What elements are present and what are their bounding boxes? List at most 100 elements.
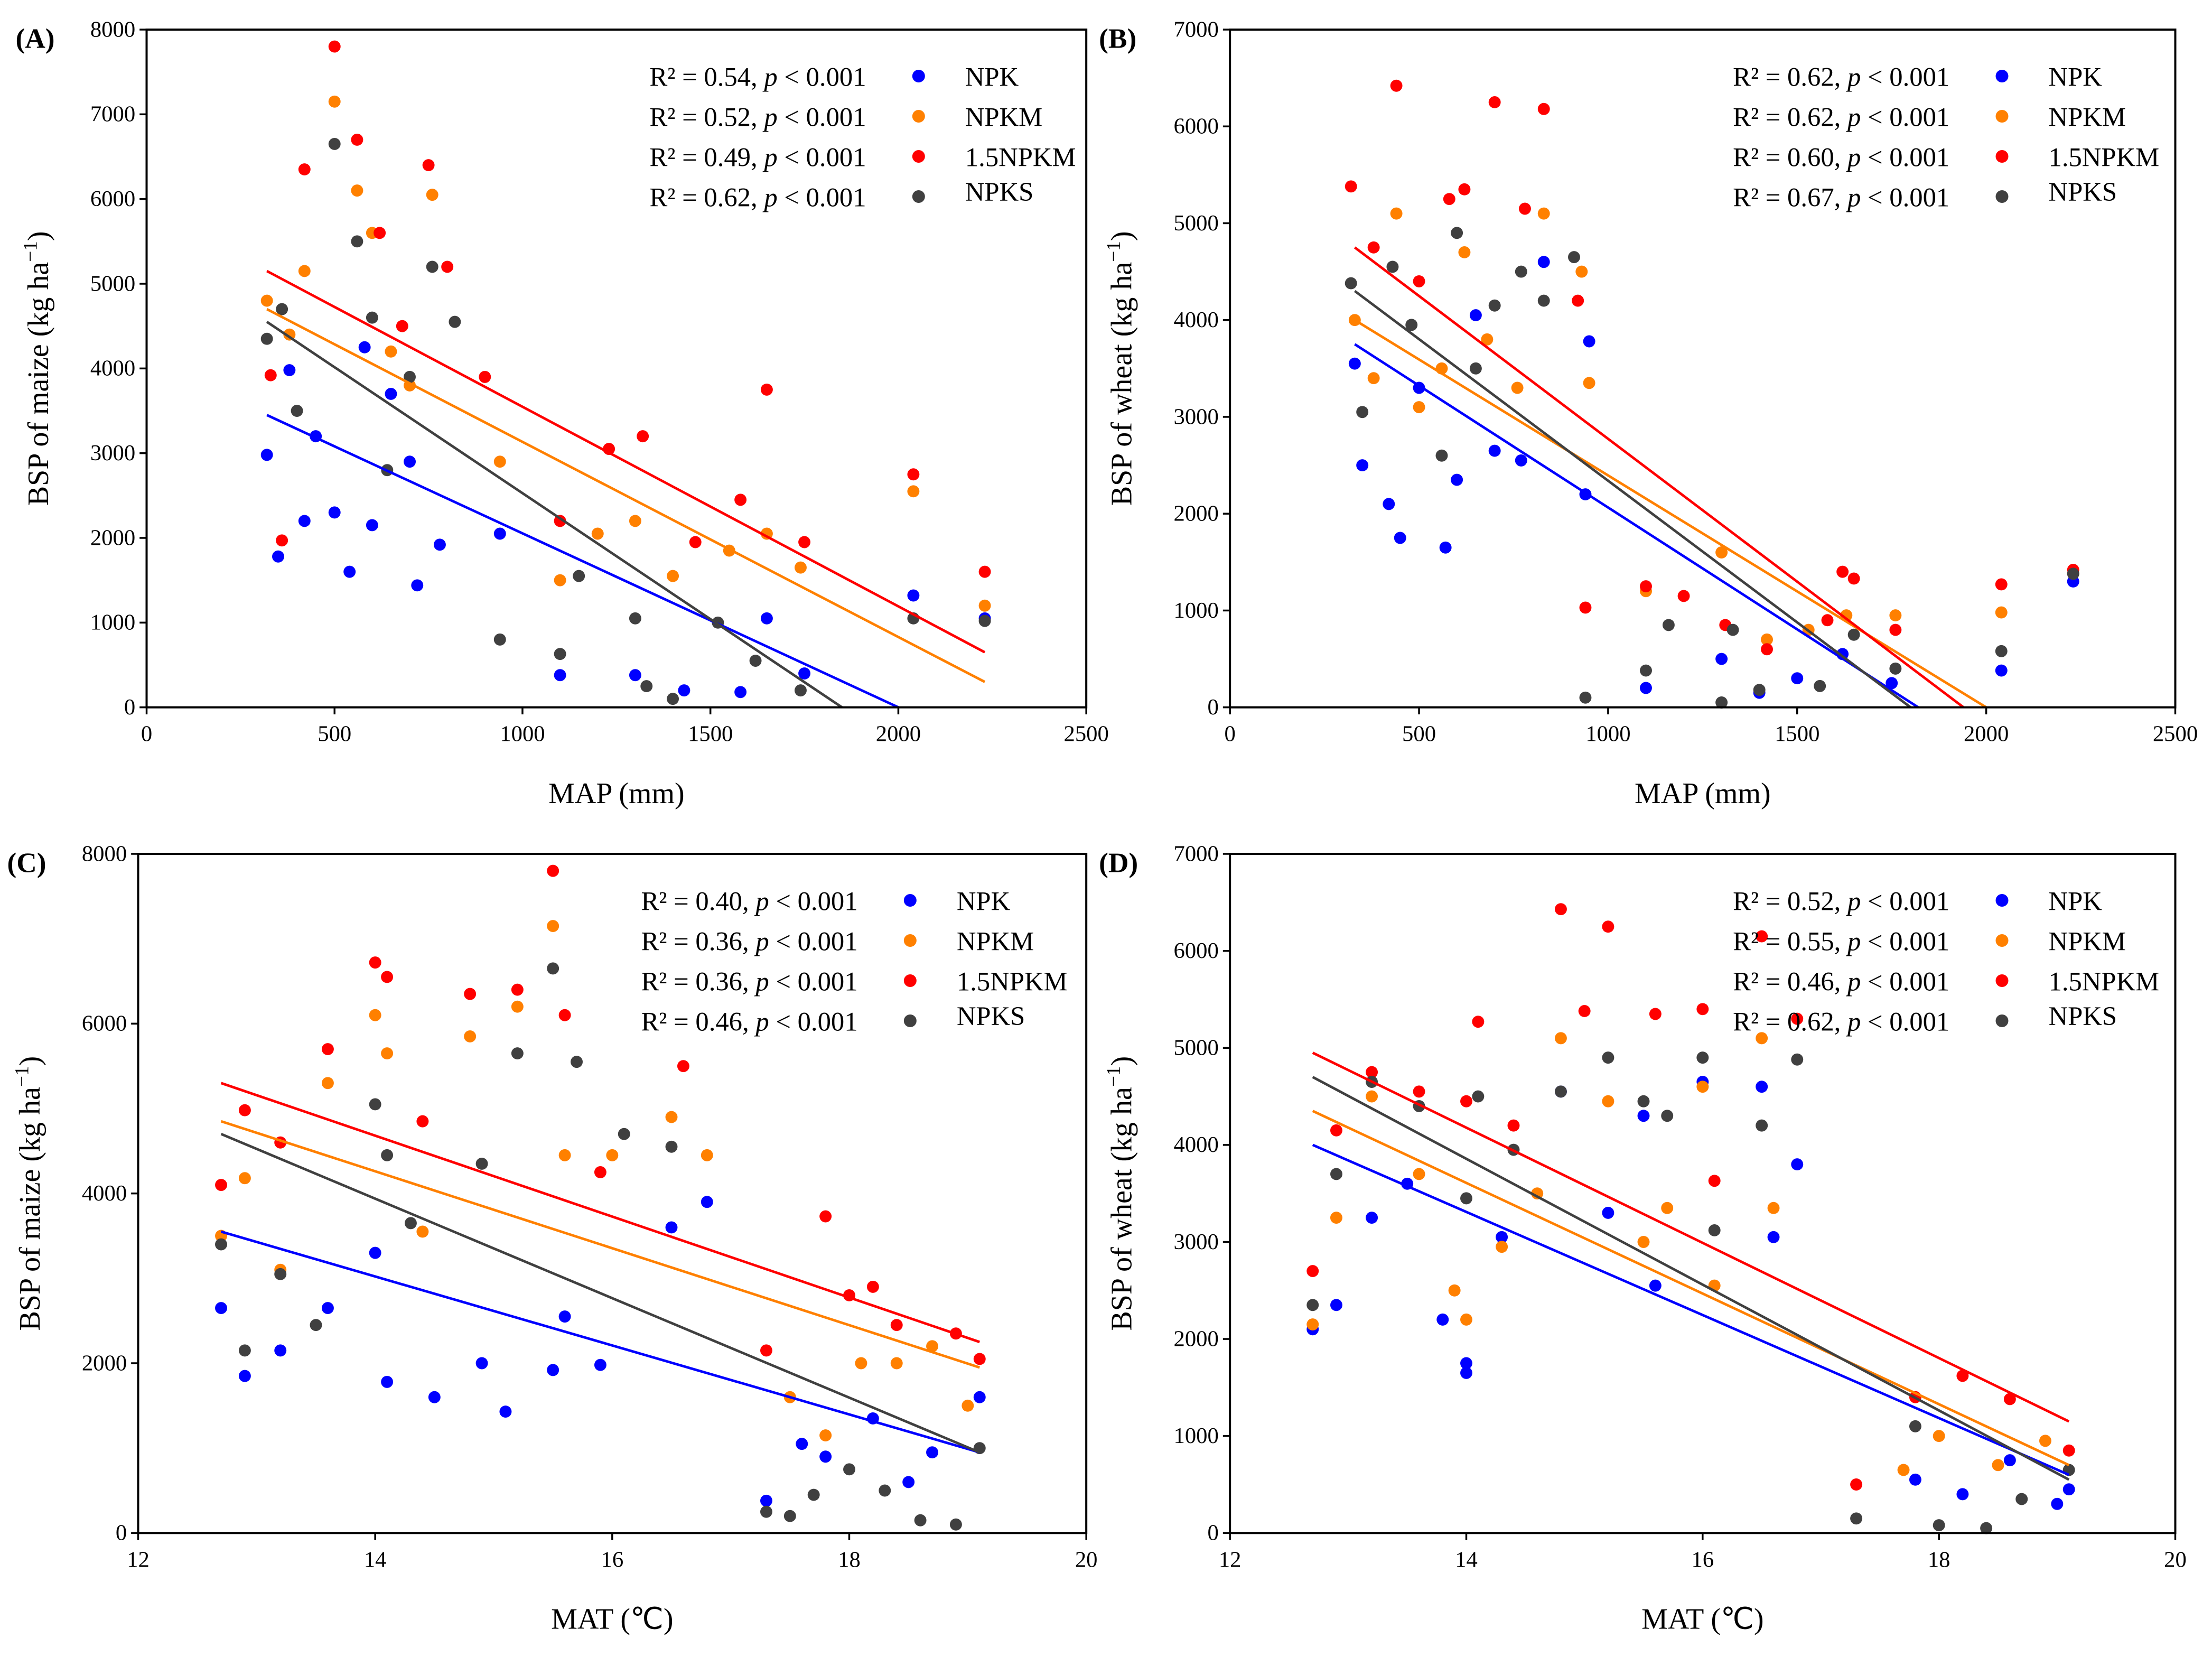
data-point-npk: [760, 612, 773, 625]
y-label-end: ): [22, 231, 55, 241]
p-symbol: p: [1846, 967, 1861, 997]
data-point-npkm: [1460, 1313, 1472, 1326]
panel-label: (B): [1099, 23, 1136, 54]
data-point-npks: [1460, 1192, 1472, 1205]
data-point-1.5npkm: [1761, 643, 1773, 656]
x-tick-label: 14: [1455, 1547, 1478, 1572]
data-point-npkm: [1367, 372, 1380, 385]
data-point-npk: [1460, 1357, 1472, 1370]
x-tick-label: 2000: [1964, 722, 2009, 747]
r2-text: R² = 0.62,: [1733, 1007, 1847, 1037]
legend-marker: [1995, 894, 2009, 907]
data-point-npks: [1715, 696, 1728, 709]
x-tick-label: 16: [1692, 1547, 1714, 1572]
x-tick-label: 1000: [500, 722, 545, 747]
p-symbol: p: [1846, 103, 1861, 132]
data-point-npks: [1451, 227, 1463, 239]
data-point-npk: [283, 364, 296, 377]
data-point-npks: [1515, 265, 1527, 278]
x-axis-label: MAP (mm): [548, 777, 685, 810]
legend-label: NPKM: [2049, 927, 2126, 956]
data-point-npk: [1436, 1313, 1449, 1326]
fit-line-npkm: [1312, 1110, 2070, 1466]
p-symbol: p: [1846, 183, 1861, 212]
r2-annotation: R² = 0.62, p < 0.001: [1733, 103, 1949, 132]
data-point-npkm: [665, 1111, 678, 1123]
y-tick-label: 8000: [82, 841, 127, 866]
y-tick-label: 7000: [90, 102, 135, 127]
data-point-npks: [1696, 1051, 1709, 1064]
y-label-superscript: −1: [20, 241, 42, 262]
data-point-npks: [475, 1157, 488, 1170]
r2-text: R² = 0.60,: [1733, 143, 1847, 172]
r2-annotation: R² = 0.55, p < 0.001: [1733, 927, 1949, 956]
data-point-npk: [428, 1391, 441, 1403]
legend-label: 1.5NPKM: [965, 143, 1076, 172]
data-point-npkm: [1531, 1187, 1544, 1200]
data-point-npks: [215, 1238, 227, 1251]
data-point-npkm: [1366, 1090, 1378, 1103]
r2-annotation: R² = 0.62, p < 0.001: [650, 183, 866, 212]
data-point-1.5npkm: [1578, 1004, 1591, 1017]
data-point-npks: [426, 260, 438, 273]
data-point-npks: [949, 1518, 962, 1531]
x-tick-label: 18: [838, 1547, 861, 1572]
y-label-end: ): [1106, 1056, 1138, 1066]
r2-annotation: R² = 0.62, p < 0.001: [1733, 62, 1949, 92]
p-value: < 0.001: [778, 183, 866, 212]
y-tick-label: 4000: [1174, 308, 1219, 332]
data-point-npk: [1515, 454, 1527, 467]
data-point-npkm: [493, 455, 506, 468]
data-point-npks: [404, 370, 416, 383]
y-label-main: BSP of wheat (kg ha: [1106, 1087, 1138, 1331]
data-point-npks: [1756, 1119, 1768, 1132]
data-point-npks: [1488, 299, 1501, 312]
data-point-npkm: [1448, 1284, 1461, 1297]
data-point-npk: [734, 686, 747, 699]
data-point-npkm: [298, 265, 311, 277]
y-tick-label: 4000: [90, 356, 135, 381]
fit-line-npkm: [266, 308, 986, 683]
data-point-npkm: [1696, 1081, 1709, 1093]
r2-text: R² = 0.67,: [1733, 183, 1847, 212]
panel-label: (C): [7, 847, 46, 879]
y-tick-label: 0: [124, 695, 135, 720]
data-point-npk: [1488, 444, 1501, 457]
data-point-npks: [1472, 1090, 1485, 1103]
r2-text: R² = 0.62,: [1733, 62, 1847, 92]
data-point-npks: [760, 1505, 772, 1518]
fit-line-npkm: [1354, 319, 1987, 709]
data-point-1.5npkm: [1518, 202, 1531, 215]
data-point-npk: [358, 341, 371, 353]
fit-line-npk: [266, 414, 899, 709]
data-point-npkm: [962, 1399, 974, 1412]
r2-annotation: R² = 0.36, p < 0.001: [641, 927, 858, 956]
legend-marker: [1995, 934, 2009, 947]
data-point-1.5npkm: [1756, 930, 1768, 943]
data-point-1.5npkm: [734, 494, 747, 506]
data-point-1.5npkm: [677, 1060, 689, 1073]
p-symbol: p: [1846, 143, 1861, 172]
data-point-npks: [667, 693, 679, 705]
data-point-npk: [594, 1358, 606, 1371]
y-tick-label: 4000: [1174, 1132, 1219, 1157]
data-point-1.5npkm: [973, 1353, 986, 1365]
data-point-npks: [366, 311, 378, 324]
data-point-1.5npkm: [798, 536, 811, 548]
data-point-npk: [629, 669, 641, 682]
data-point-npk: [328, 506, 341, 519]
p-symbol: p: [754, 927, 769, 956]
data-point-npks: [1933, 1519, 1945, 1532]
data-point-npkm: [978, 599, 991, 612]
x-tick-label: 1500: [688, 722, 733, 747]
data-point-1.5npkm: [1413, 275, 1425, 287]
data-point-npkm: [855, 1357, 867, 1370]
data-point-1.5npkm: [441, 260, 454, 273]
data-point-1.5npkm: [1579, 601, 1592, 614]
x-tick-label: 500: [318, 722, 351, 747]
data-point-1.5npkm: [760, 1344, 772, 1357]
data-point-npks: [1356, 406, 1369, 418]
p-symbol: p: [1846, 927, 1861, 956]
data-point-1.5npkm: [978, 565, 991, 578]
x-axis-label: MAP (mm): [1635, 777, 1771, 810]
